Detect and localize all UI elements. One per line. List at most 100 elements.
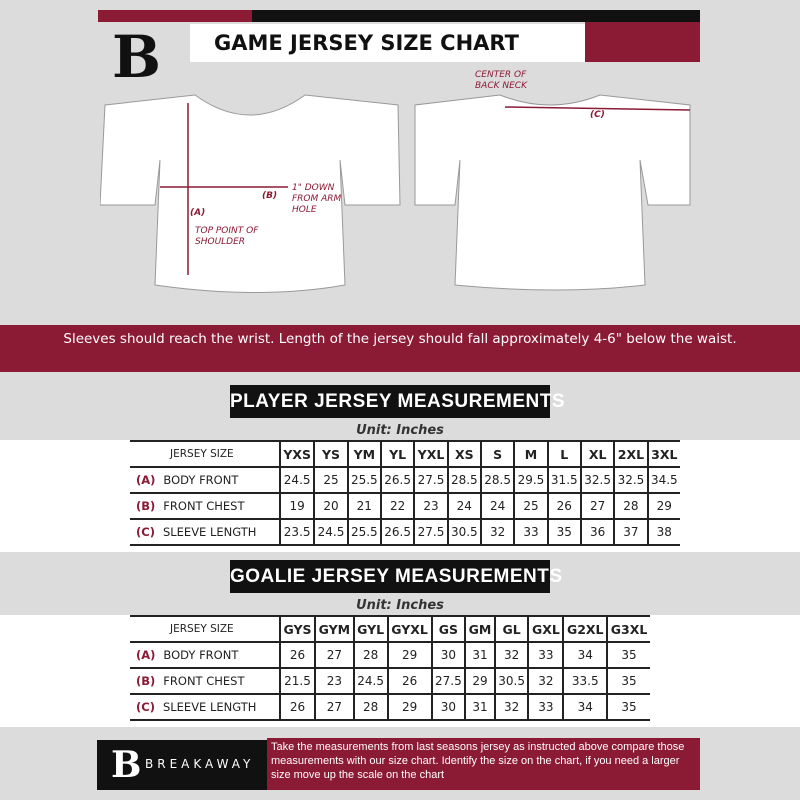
measurement-cell: 26.5 [379, 519, 415, 546]
row-label-text: BODY FRONT [163, 473, 239, 487]
center-back-neck-note: CENTER OF BACK NECK [475, 70, 527, 91]
measurement-cell: 19 [278, 493, 315, 520]
footer-brand-name: BREAKAWAY [145, 757, 255, 771]
row-label: (A) BODY FRONT [130, 642, 280, 669]
size-header-cell: S [479, 440, 515, 468]
row-label-text: SLEEVE LENGTH [162, 525, 257, 539]
measurement-cell: 26 [278, 642, 316, 669]
measurement-cell: 27.5 [413, 519, 448, 546]
measure-c-line [504, 106, 691, 111]
measurement-cell: 32 [527, 668, 564, 695]
row-letter: (C) [136, 525, 155, 539]
measurement-cell: 24.5 [313, 519, 348, 546]
measurement-cell: 23.5 [278, 519, 315, 546]
size-header-cell: 2XL [613, 440, 648, 468]
measurement-cell: 33.5 [562, 668, 608, 695]
measurement-cell: 31.5 [546, 467, 581, 494]
measurement-cell: 30.5 [493, 668, 529, 695]
instruction-band: Sleeves should reach the wrist. Length o… [0, 325, 800, 372]
size-header-cell: YXL [413, 440, 448, 468]
size-header-label: JERSEY SIZE [130, 615, 280, 643]
size-header-row: JERSEY SIZE GYS GYM GYL GYXL GS GM GL GXL G2XL G3X… [130, 615, 650, 643]
measurement-cell: 24 [479, 493, 515, 520]
measurement-cell: 24.5 [278, 467, 315, 494]
goalie-heading: GOALIE JERSEY MEASUREMENTS [230, 560, 562, 593]
measurement-cell: 32 [479, 519, 515, 546]
measurement-cell: 28.5 [446, 467, 481, 494]
measurement-cell: 26 [278, 694, 316, 721]
measurement-cell: 32 [493, 642, 529, 669]
goalie-table-panel: JERSEY SIZE GYS GYM GYL GYXL GS GM GL GXL G2XL G3X… [0, 615, 800, 727]
player-table-panel: JERSEY SIZE YXS YS YM YL YXL XS S M L XL 2XL 3XL (A) B… [0, 440, 800, 552]
brand-logo: B [112, 23, 162, 91]
measurement-cell: 31 [464, 642, 495, 669]
label-c: (C) [590, 110, 605, 120]
size-header-cell: GXL [527, 615, 564, 643]
table-row: (A) BODY FRONT 24.5 25 25.5 26.5 27.5 28.5 28.5 2… [130, 467, 680, 494]
size-header-cell: GYM [314, 615, 354, 643]
measurement-cell: 38 [646, 519, 680, 546]
measurement-cell: 25 [313, 467, 348, 494]
measurement-cell: 27.5 [413, 467, 448, 494]
measurement-cell: 30 [430, 694, 466, 721]
size-header-cell: M [513, 440, 548, 468]
measurement-cell: 27 [579, 493, 615, 520]
measurement-cell: 29 [464, 668, 495, 695]
row-label: (B) FRONT CHEST [130, 493, 280, 520]
table-row: (C) SLEEVE LENGTH 23.5 24.5 25.5 26.5 27.5 30.5… [130, 519, 680, 546]
measurement-cell: 35 [546, 519, 581, 546]
row-label-text: BODY FRONT [163, 648, 239, 662]
back-jersey [414, 94, 691, 291]
measurement-cell: 27 [314, 694, 354, 721]
row-label-text: SLEEVE LENGTH [162, 700, 257, 714]
size-header-cell: YS [313, 440, 348, 468]
measurement-cell: 28 [352, 642, 388, 669]
measurement-cell: 32 [493, 694, 529, 721]
size-header-cell: L [546, 440, 581, 468]
footer-instructions: Take the measurements from last seasons … [267, 738, 700, 790]
measurement-cell: 35 [606, 642, 650, 669]
measurement-cell: 36 [579, 519, 615, 546]
title-accent-block [585, 22, 700, 62]
measurement-cell: 21.5 [278, 668, 316, 695]
measurement-cell: 27.5 [430, 668, 466, 695]
label-a: (A) [190, 208, 206, 218]
size-header-cell: YM [346, 440, 381, 468]
row-label-text: FRONT CHEST [163, 499, 245, 513]
size-header-cell: 3XL [646, 440, 680, 468]
row-letter: (A) [136, 473, 156, 487]
measurement-cell: 25 [513, 493, 548, 520]
size-header-cell: GYL [352, 615, 388, 643]
table-row: (C) SLEEVE LENGTH 26 27 28 29 30 31 32 33 34 35 [130, 694, 650, 721]
row-label: (A) BODY FRONT [130, 467, 280, 494]
measurement-cell: 34.5 [646, 467, 680, 494]
table-row: (B) FRONT CHEST 21.5 23 24.5 26 27.5 29 30.5 32 33… [130, 668, 650, 695]
measurement-cell: 26.5 [379, 467, 415, 494]
row-label: (C) SLEEVE LENGTH [130, 694, 280, 721]
measurement-cell: 32.5 [579, 467, 615, 494]
size-header-cell: XS [446, 440, 481, 468]
row-label-text: FRONT CHEST [163, 674, 245, 688]
top-accent-bar [98, 10, 252, 22]
page-title: GAME JERSEY SIZE CHART [190, 24, 585, 62]
measurement-cell: 25.5 [346, 519, 381, 546]
measurement-cell: 30.5 [446, 519, 481, 546]
measurement-cell: 26 [546, 493, 581, 520]
measurement-cell: 28 [613, 493, 648, 520]
row-letter: (A) [136, 648, 156, 662]
size-header-cell: GS [430, 615, 466, 643]
goalie-table: JERSEY SIZE GYS GYM GYL GYXL GS GM GL GXL G2XL G3X… [130, 615, 650, 721]
row-letter: (B) [136, 674, 156, 688]
measurement-cell: 33 [527, 642, 564, 669]
measurement-cell: 34 [562, 694, 608, 721]
measurement-cell: 31 [464, 694, 495, 721]
measurement-cell: 20 [313, 493, 348, 520]
player-table: JERSEY SIZE YXS YS YM YL YXL XS S M L XL 2XL 3XL (A) B… [130, 440, 680, 546]
measurement-cell: 25.5 [346, 467, 381, 494]
footer-logo: B [111, 744, 142, 786]
size-header-cell: GYS [278, 615, 316, 643]
measurement-cell: 30 [430, 642, 466, 669]
row-label: (B) FRONT CHEST [130, 668, 280, 695]
top-black-bar [252, 10, 700, 22]
